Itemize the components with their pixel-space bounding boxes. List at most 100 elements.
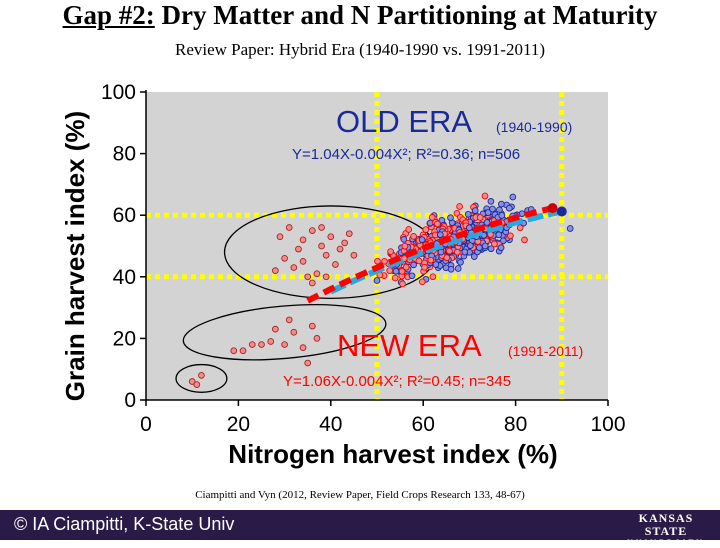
data-point-new-526 [434,220,441,228]
data-point-new-468 [410,233,417,240]
y-tick-label-0: 0 [124,389,136,412]
y-tick-label-40: 40 [113,266,136,289]
data-point-old-241 [400,236,408,243]
data-point-old-453 [484,209,492,216]
data-point-old-557 [436,231,444,239]
data-point-new-493 [386,267,394,274]
data-point-old-375 [499,237,507,245]
outlier-point-13 [285,316,293,324]
data-point-old-379 [447,265,455,273]
data-point-new-556 [399,280,406,288]
fit-end-old-era [556,206,567,217]
data-point-old-539 [447,214,454,222]
cluster-ellipse-1 [182,304,387,361]
old-era-period: (1940-1990) [496,119,572,135]
outlier-point-11 [299,344,307,351]
data-point-new-255 [418,278,426,286]
data-point-old-498 [471,207,479,214]
data-point-new-511 [428,214,436,221]
data-point-new-72 [391,274,399,282]
fit-curve-old-era [329,208,563,295]
y-tick-label-60: 60 [113,204,136,227]
outlier-point-24 [304,273,312,281]
cluster-ellipse-2 [175,363,228,393]
outlier-point-0 [188,378,196,385]
data-point-new-204 [507,232,514,240]
data-point-old-465 [467,242,474,249]
new-era-period: (1991-2011) [508,343,583,359]
outlier-point-9 [281,341,288,348]
data-point-new-508 [387,248,394,255]
data-point-new-540 [446,247,453,255]
data-point-old-500 [483,219,491,226]
outlier-point-26 [281,254,288,262]
y-tick-label-100: 100 [101,81,136,104]
title-prefix: Gap #2: [62,0,155,30]
data-point-old-551 [465,224,473,232]
data-point-new-530 [421,263,428,271]
outlier-point-7 [267,338,275,345]
outlier-point-8 [272,325,279,333]
outlier-point-34 [272,267,279,274]
data-point-old-524 [418,236,426,244]
y-tick-label-80: 80 [113,143,136,166]
x-tick-label-80: 80 [504,413,527,436]
outlier-point-37 [304,359,312,367]
fit-curve-new-era [306,205,554,304]
data-point-new-515 [381,257,388,265]
outlier-point-17 [295,245,302,253]
data-point-new-102 [422,226,430,233]
data-point-new-427 [402,263,410,271]
footer-bar: © IA Ciampitti, K-State Univ KANSAS STAT… [0,510,720,547]
y-tick-label-20: 20 [113,327,136,350]
data-point-new-151 [429,273,437,281]
data-point-old-529 [498,212,506,219]
data-point-old-179 [487,198,495,205]
outlier-point-16 [285,224,293,231]
outlier-point-20 [318,242,325,250]
data-point-old-359 [489,205,496,213]
data-point-old-200 [454,265,462,272]
data-point-old-409 [410,261,417,269]
data-point-old-517 [495,231,503,239]
outlier-point-31 [299,236,307,244]
outlier-point-35 [345,230,353,238]
outlier-point-4 [239,347,247,355]
outlier-point-15 [276,233,284,241]
outlier-point-18 [299,258,307,265]
data-point-old-480 [437,248,445,256]
outlier-point-28 [336,245,344,253]
outlier-point-25 [290,264,298,271]
copyright-text: © IA Ciampitti, K-State Univ [14,514,235,534]
data-point-old-429 [392,267,400,275]
outlier-point-2 [193,381,201,388]
data-point-new-522 [453,248,461,256]
outlier-point-14 [313,335,321,342]
outlier-point-1 [198,372,205,379]
outlier-point-33 [322,273,330,281]
page-title: Gap #2: Dry Matter and N Partitioning at… [0,0,720,30]
data-point-old-373 [408,272,416,280]
data-point-new-278 [521,236,528,244]
outlier-point-19 [308,227,316,234]
data-point-new-528 [401,242,409,250]
x-axis-label: Nitrogen harvest index (%) [228,439,557,469]
data-point-old-415 [475,244,483,251]
outlier-point-12 [308,322,316,330]
x-tick-label-40: 40 [319,413,342,436]
axes [145,90,608,401]
data-point-old-519 [497,244,505,252]
scatter-chart: 0 20 40 60 80 100 0 20 40 60 80 100 OLD ERA (1940-1… [60,81,626,469]
data-point-old-553 [432,261,440,268]
x-tick-label-0: 0 [140,413,152,436]
outlier-point-22 [327,233,335,241]
data-point-old-141 [470,253,478,260]
data-point-old-558 [505,204,513,212]
data-point-new-455 [476,214,484,221]
new-era-equation: Y=1.06X-0.004X²; R²=0.45; n=345 [283,373,511,390]
y-axis-label: Grain harvest index (%) [60,111,90,401]
data-point-new-516 [443,254,451,262]
outlier-point-29 [341,239,349,247]
outlier-point-5 [248,341,256,348]
x-tick-label-60: 60 [412,413,435,436]
